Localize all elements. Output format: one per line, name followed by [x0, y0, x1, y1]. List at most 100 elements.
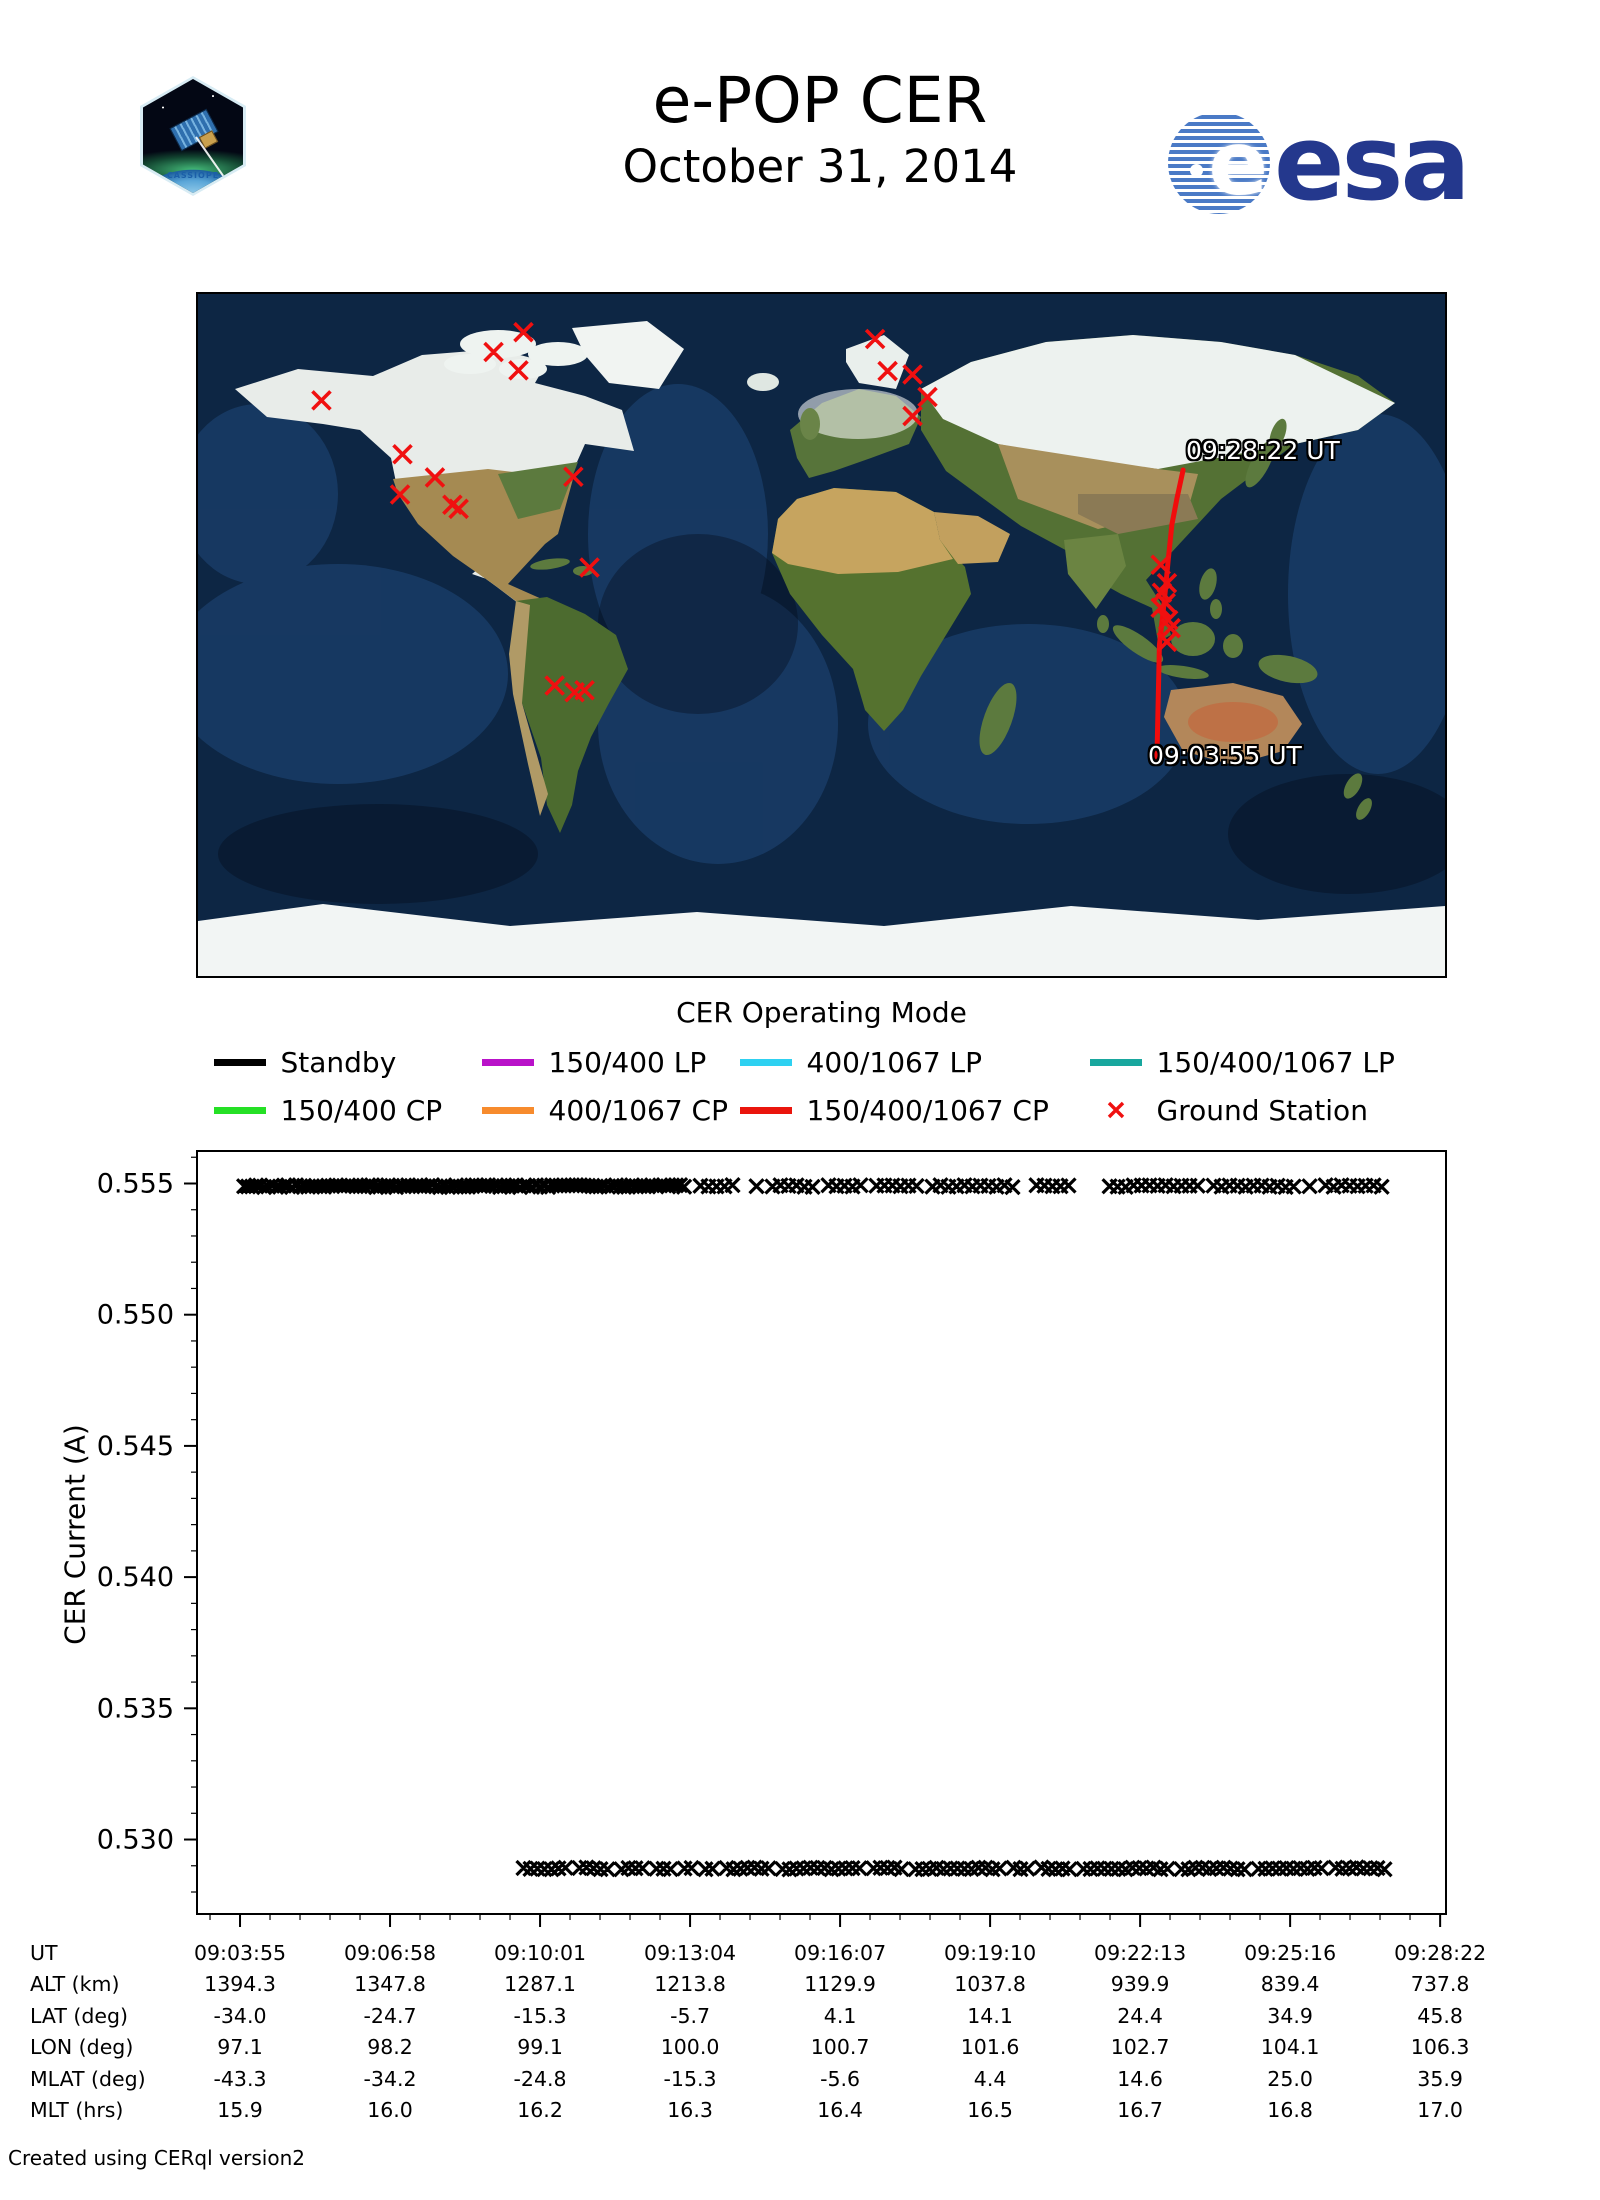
table-cell: 104.1 [1260, 2035, 1320, 2060]
table-row-label: LON (deg) [30, 2035, 134, 2060]
legend-line-swatch [213, 1106, 266, 1114]
table-cell: 15.9 [217, 2098, 263, 2122]
table-cell: -15.3 [513, 2003, 567, 2028]
legend-item-label: 150/400 LP [548, 1045, 707, 1079]
legend-item-label: 400/1067 CP [548, 1093, 728, 1127]
table-cell: 1287.1 [504, 1972, 576, 1997]
table-cell: 09:10:01 [494, 1941, 587, 1965]
table-cell: 14.1 [967, 2003, 1013, 2028]
table-cell: -5.7 [670, 2003, 711, 2028]
table-cell: 24.4 [1117, 2003, 1163, 2028]
legend-title: CER Operating Mode [676, 996, 967, 1029]
legend-line-swatch [481, 1058, 534, 1066]
table-row-label: MLT (hrs) [30, 2098, 124, 2122]
table-cell: 16.2 [517, 2098, 563, 2122]
legend-item-label: 150/400/1067 CP [806, 1093, 1049, 1127]
table-row-label: UT [30, 1941, 58, 1965]
table-cell: 09:16:07 [794, 1941, 887, 1965]
table-cell: 1213.8 [654, 1972, 726, 1997]
table-cell: 16.3 [667, 2098, 713, 2122]
table-cell: 25.0 [1267, 2066, 1313, 2091]
table-cell: 98.2 [367, 2035, 413, 2060]
table-cell: -34.2 [363, 2066, 417, 2091]
table-cell: 09:25:16 [1244, 1941, 1337, 1965]
table-cell: 100.0 [660, 2035, 720, 2060]
legend-item-label: 400/1067 LP [806, 1045, 983, 1079]
table-cell: 45.8 [1417, 2003, 1463, 2028]
legend-line-swatch [739, 1058, 792, 1066]
series-markers-standby [235, 1176, 1393, 1878]
table-cell: 839.4 [1260, 1972, 1320, 1997]
track-start-time-label: 09:03:55 UT [1148, 741, 1302, 770]
world-map-art [198, 294, 1445, 976]
legend-line-swatch [481, 1106, 534, 1114]
table-cell: 1394.3 [204, 1972, 276, 1997]
esa-globe-icon: e [1168, 112, 1270, 214]
table-cell: 09:06:58 [343, 1941, 437, 1965]
table-cell: 16.4 [817, 2098, 863, 2122]
ground-station-markers [311, 321, 1181, 703]
table-cell: 14.6 [1117, 2066, 1163, 2091]
legend-item-label: 150/400/1067 LP [1156, 1045, 1395, 1079]
page-date: October 31, 2014 [622, 140, 1018, 193]
table-cell: 102.7 [1110, 2035, 1170, 2060]
table-cell: 4.4 [973, 2066, 1007, 2091]
y-tick-label: 0.540 [97, 1562, 174, 1593]
legend-item-400-1067-lp: 400/1067 LP [739, 1044, 1090, 1080]
table-cell: 16.5 [967, 2098, 1013, 2122]
legend-item-label: Ground Station [1156, 1093, 1368, 1127]
esa-globe-dot [1190, 164, 1203, 177]
legend-item-label: Standby [280, 1045, 397, 1079]
table-cell: 16.8 [1267, 2098, 1313, 2122]
esa-globe-e: e [1208, 112, 1268, 214]
table-cell: 939.9 [1110, 1972, 1170, 1997]
table-cell: 09:19:10 [944, 1941, 1037, 1965]
esa-wordmark: esa [1274, 102, 1471, 224]
track-end-time-label: 09:28:22 UT [1186, 436, 1340, 465]
table-cell: -5.6 [820, 2066, 861, 2091]
table-cell: 09:28:22 [1394, 1941, 1487, 1965]
page-title: e-POP CER [652, 64, 988, 137]
table-cell: 16.7 [1117, 2098, 1163, 2122]
footer-credit: Created using CERql version2 [8, 2146, 305, 2170]
legend-item-150-400-cp: 150/400 CP [213, 1092, 482, 1128]
table-cell: 4.1 [823, 2003, 857, 2028]
table-cell: -24.8 [513, 2066, 567, 2091]
y-axis-label: CER Current (A) [58, 1424, 92, 1645]
table-cell: 16.0 [367, 2098, 413, 2122]
y-tick-label: 0.545 [97, 1431, 174, 1462]
legend-item-standby: Standby [213, 1044, 482, 1080]
table-cell: 100.7 [810, 2035, 870, 2060]
table-cell: 17.0 [1417, 2098, 1463, 2122]
legend-line-swatch [739, 1106, 792, 1114]
legend-item-400-1067-cp: 400/1067 CP [481, 1092, 740, 1128]
world-map: 09:28:22 UT 09:03:55 UT [196, 292, 1447, 978]
table-cell: 1347.8 [354, 1972, 426, 1997]
table-cell: 09:03:55 [193, 1941, 287, 1965]
cer-current-plot-frame [196, 1150, 1447, 1915]
table-cell: -43.3 [213, 2066, 267, 2091]
table-cell: -34.0 [213, 2003, 267, 2028]
cassiope-mission-patch: CASSIOPE [140, 76, 246, 196]
table-cell: 737.8 [1410, 1972, 1470, 1997]
table-cell: 09:22:13 [1094, 1941, 1187, 1965]
table-cell: 34.9 [1267, 2003, 1313, 2028]
table-row-label: LAT (deg) [30, 2003, 128, 2028]
legend-item-150-400-lp: 150/400 LP [481, 1044, 740, 1080]
ground-station-x-icon [1090, 1100, 1142, 1120]
legend-item-ground-station: Ground Station [1090, 1092, 1430, 1128]
table-cell: 101.6 [960, 2035, 1020, 2060]
cassiope-patch-art: CASSIOPE [143, 79, 243, 193]
legend-item-label: 150/400 CP [280, 1093, 443, 1127]
legend-item-150-400-1067-lp: 150/400/1067 LP [1089, 1044, 1430, 1080]
table-cell: 1129.9 [804, 1972, 876, 1997]
table-cell: -24.7 [363, 2003, 417, 2028]
table-cell: 97.1 [217, 2035, 263, 2060]
table-row-label: MLAT (deg) [30, 2066, 146, 2091]
y-tick-label: 0.535 [97, 1693, 174, 1724]
y-tick-label: 0.550 [97, 1300, 174, 1331]
legend-line-swatch [1089, 1058, 1142, 1066]
legend-line-swatch [213, 1058, 266, 1066]
patch-mission-name: CASSIOPE [166, 171, 220, 180]
